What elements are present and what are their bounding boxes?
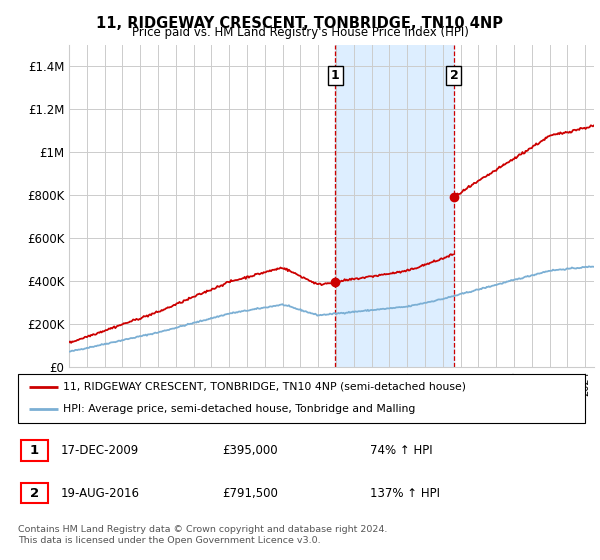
Text: 11, RIDGEWAY CRESCENT, TONBRIDGE, TN10 4NP (semi-detached house): 11, RIDGEWAY CRESCENT, TONBRIDGE, TN10 4…	[64, 382, 466, 392]
Text: £395,000: £395,000	[222, 444, 278, 457]
Text: 11, RIDGEWAY CRESCENT, TONBRIDGE, TN10 4NP: 11, RIDGEWAY CRESCENT, TONBRIDGE, TN10 4…	[97, 16, 503, 31]
Text: 2: 2	[449, 69, 458, 82]
Text: 1: 1	[331, 69, 340, 82]
Text: Price paid vs. HM Land Registry's House Price Index (HPI): Price paid vs. HM Land Registry's House …	[131, 26, 469, 39]
Text: HPI: Average price, semi-detached house, Tonbridge and Malling: HPI: Average price, semi-detached house,…	[64, 404, 416, 414]
Text: 2: 2	[30, 487, 39, 500]
Text: Contains HM Land Registry data © Crown copyright and database right 2024.
This d: Contains HM Land Registry data © Crown c…	[18, 525, 388, 545]
Text: 19-AUG-2016: 19-AUG-2016	[61, 487, 140, 500]
Text: 137% ↑ HPI: 137% ↑ HPI	[370, 487, 440, 500]
Text: 17-DEC-2009: 17-DEC-2009	[61, 444, 139, 457]
Text: 74% ↑ HPI: 74% ↑ HPI	[370, 444, 432, 457]
Text: 1: 1	[30, 444, 39, 457]
Text: £791,500: £791,500	[222, 487, 278, 500]
Bar	[21, 440, 48, 461]
Bar	[335, 45, 454, 367]
Bar	[21, 483, 48, 503]
